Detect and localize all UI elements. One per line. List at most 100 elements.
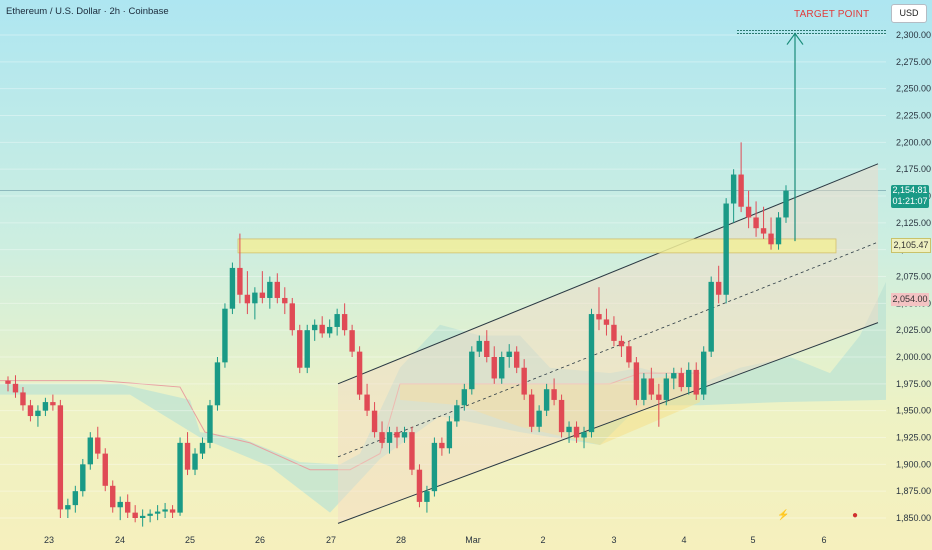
candle-body [783,190,789,218]
candle-body [446,421,453,449]
time-tick-label: 5 [750,535,755,545]
candle-body [237,267,243,295]
time-tick-label: 23 [44,535,54,545]
candle-body [252,292,258,304]
candle-body [618,340,625,347]
time-tick-label: 26 [255,535,265,545]
candle-body [671,373,677,379]
candle-body [282,297,288,304]
candle-body [686,369,692,388]
candle-body [416,469,423,502]
price-tick-label: 2,175.00 [896,164,931,174]
candle-body [80,464,86,492]
candle-body [177,442,183,513]
candle-body [588,314,595,433]
candle-body [558,399,565,433]
candle-body [192,453,198,470]
candle-body [222,308,228,363]
candle-body [132,512,138,518]
candle-body [566,426,572,433]
candle-body [476,340,482,352]
candle-body [431,442,438,492]
candle-body [596,314,602,320]
zone-price-tag: 2,105.47 [891,238,931,253]
time-tick-label: 6 [821,535,826,545]
bar-countdown: 01:21:07 [892,196,928,206]
candle-body [274,281,281,298]
time-tick-label: 2 [540,535,545,545]
candle-body [341,314,348,331]
candlestick-series [5,142,789,527]
candle-body [110,485,116,508]
candle-body [701,351,707,395]
candle-body [214,362,221,406]
candle-body [154,511,161,514]
time-tick-label: 28 [396,535,406,545]
candle-body [184,442,191,470]
price-tick-label: 1,950.00 [896,406,931,416]
candle-body [611,324,617,341]
candle-body [484,340,490,357]
candle-body [5,380,11,384]
current-price-tag: 2,154.81 01:21:07 [891,185,929,208]
candle-body [401,432,408,438]
candle-body [304,330,310,368]
candle-body [364,394,370,411]
candle-body [409,432,415,470]
candle-body [439,442,445,449]
candle-body [551,389,557,400]
candle-body [633,362,640,400]
candle-body [753,217,759,229]
candle-body [626,346,632,363]
candle-body [229,267,236,309]
candle-body [730,174,737,204]
candle-body [356,351,363,395]
candle-body [775,217,782,245]
candle-body [326,326,333,334]
candle-body [648,378,655,395]
price-tick-label: 2,200.00 [896,137,931,147]
channel-fill [338,163,878,524]
candle-body [581,432,587,438]
red-level-tag: 2,054.00 [891,293,929,306]
candle-body [349,330,355,352]
candle-body [543,389,550,411]
price-tick-label: 1,850.00 [896,513,931,523]
candle-body [656,394,662,400]
candle-body [267,281,273,298]
price-tick-label: 1,975.00 [896,379,931,389]
candle-body [745,206,752,218]
candle-body [723,203,729,295]
candle-body [424,491,430,502]
candle-body [42,402,49,411]
time-tick-label: 24 [115,535,125,545]
lagging-line [0,372,700,471]
price-tick-label: 2,075.00 [896,272,931,282]
candle-body [124,501,131,513]
candle-body [65,505,71,510]
candle-body [715,281,722,295]
candle-body [491,357,497,379]
candle-body [641,378,647,400]
candle-body [199,442,206,454]
channel-middle-line [337,241,879,458]
price-tick-label: 2,000.00 [896,352,931,362]
price-axis[interactable]: 2,300.00 2,275.00 2,250.00 2,225.00 2,200.00… [896,30,931,523]
price-tick-label: 1,925.00 [896,433,931,443]
candle-body [603,319,610,325]
candle-body [499,357,505,379]
lightning-icon[interactable]: ⚡ [777,510,790,521]
candle-body [27,405,34,417]
currency-button[interactable]: USD [891,4,927,23]
candle-body [20,392,26,406]
price-tick-label: 2,025.00 [896,325,931,335]
time-axis[interactable]: 23 24 25 26 27 28 Mar 2 3 4 5 6 [44,535,827,545]
price-tick-label: 2,275.00 [896,57,931,67]
current-price-value: 2,154.81 [892,185,928,195]
candle-body [738,174,744,207]
us-flag-icon[interactable]: ● [852,510,859,521]
price-tick-label: 2,225.00 [896,111,931,121]
candle-body [169,509,176,513]
target-arrow [737,30,887,242]
